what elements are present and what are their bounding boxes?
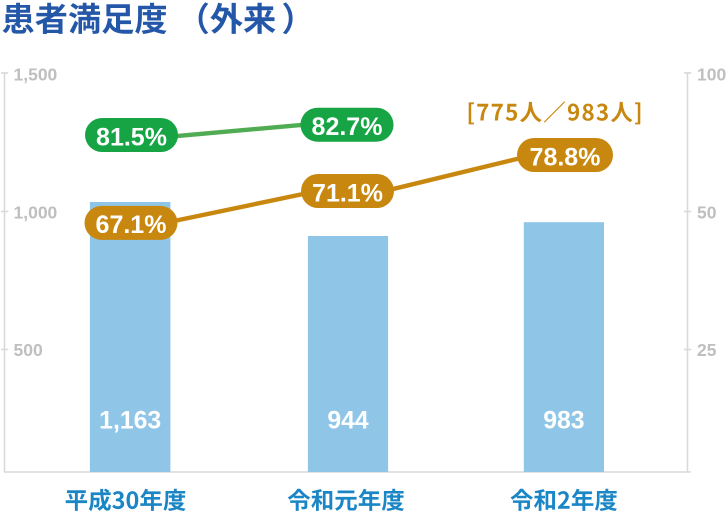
svg-text:500: 500 <box>14 340 43 360</box>
svg-text:1,500: 1,500 <box>14 64 58 84</box>
svg-text:81.5%: 81.5% <box>96 123 167 151</box>
svg-text:1,000: 1,000 <box>14 202 58 222</box>
svg-text:944: 944 <box>327 408 369 435</box>
svg-text:67.1%: 67.1% <box>96 211 167 239</box>
svg-text:983: 983 <box>543 408 584 435</box>
svg-text:82.7%: 82.7% <box>312 113 383 141</box>
svg-text:25: 25 <box>697 340 717 360</box>
svg-text:100: 100 <box>697 64 726 84</box>
svg-text:50: 50 <box>697 202 717 222</box>
svg-text:1,163: 1,163 <box>99 408 161 435</box>
svg-text:71.1%: 71.1% <box>312 179 383 207</box>
svg-text:78.8%: 78.8% <box>530 143 601 171</box>
